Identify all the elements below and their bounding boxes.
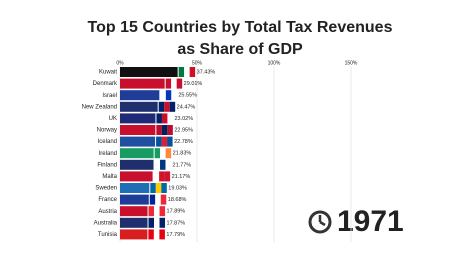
flag bbox=[155, 183, 162, 193]
bar bbox=[120, 194, 149, 205]
flag bbox=[161, 136, 168, 147]
chart-subtitle: as Share of GDP bbox=[177, 41, 303, 58]
flag bbox=[148, 229, 154, 240]
y-tick-label: Kuwait bbox=[99, 70, 117, 76]
flag bbox=[156, 136, 162, 147]
bar bbox=[120, 78, 165, 89]
y-tick-label: Tunisia bbox=[98, 232, 118, 238]
flag bbox=[169, 101, 176, 112]
flag bbox=[164, 171, 171, 182]
y-tick-label: Iceland bbox=[98, 139, 117, 145]
value-label: 37.43% bbox=[197, 69, 216, 75]
bar bbox=[120, 206, 148, 217]
flag bbox=[167, 136, 173, 147]
flag bbox=[189, 67, 196, 77]
flag bbox=[178, 67, 185, 77]
flag bbox=[159, 206, 166, 217]
flag bbox=[149, 194, 156, 205]
flag bbox=[165, 78, 172, 89]
value-label: 22.78% bbox=[174, 139, 193, 145]
flag bbox=[184, 67, 190, 77]
value-label: 25.55% bbox=[178, 93, 197, 99]
flag bbox=[155, 194, 161, 205]
flag bbox=[161, 183, 167, 193]
flag bbox=[159, 229, 165, 240]
x-tick-label: 0% bbox=[116, 60, 124, 66]
bar bbox=[120, 113, 156, 124]
flag bbox=[165, 159, 172, 170]
value-label: 21.17% bbox=[172, 174, 191, 180]
flag bbox=[160, 148, 166, 159]
flag bbox=[158, 101, 165, 112]
value-label: 17.79% bbox=[166, 232, 185, 238]
flag bbox=[159, 171, 165, 182]
x-tick-label: 100% bbox=[268, 60, 281, 66]
bar bbox=[120, 159, 154, 170]
bar bbox=[120, 125, 156, 135]
bar bbox=[120, 217, 148, 228]
value-label: 19.03% bbox=[168, 185, 187, 191]
bar bbox=[120, 148, 154, 159]
flag bbox=[154, 148, 161, 159]
flag bbox=[160, 194, 167, 205]
flag bbox=[148, 217, 155, 228]
y-tick-label: Malta bbox=[102, 174, 117, 180]
value-label: 17.89% bbox=[167, 209, 186, 215]
chart-title: Top 15 Countries by Total Tax Revenues bbox=[88, 19, 393, 36]
flag bbox=[150, 183, 156, 193]
bar bbox=[120, 183, 150, 193]
flag bbox=[160, 90, 166, 101]
value-label: 23.02% bbox=[174, 116, 193, 122]
bar bbox=[120, 67, 178, 77]
value-label: 17.87% bbox=[167, 220, 186, 226]
y-tick-label: Sweden bbox=[95, 186, 117, 192]
flag bbox=[161, 125, 168, 135]
y-tick-label: Israel bbox=[102, 93, 117, 99]
flag bbox=[171, 78, 177, 89]
y-tick-label: Denmark bbox=[93, 81, 118, 87]
bar bbox=[120, 90, 160, 101]
flag bbox=[148, 206, 155, 217]
y-tick-label: France bbox=[98, 197, 117, 203]
value-label: 24.47% bbox=[177, 104, 196, 110]
flag bbox=[171, 90, 177, 101]
flag bbox=[156, 125, 162, 135]
y-tick-label: Austria bbox=[98, 209, 117, 215]
y-tick-label: Ireland bbox=[99, 151, 117, 157]
flag bbox=[154, 206, 160, 217]
year-label: 1971 bbox=[337, 205, 404, 238]
flag bbox=[160, 159, 166, 170]
flag bbox=[153, 229, 160, 240]
y-tick-label: Finland bbox=[97, 162, 117, 168]
value-label: 21.83% bbox=[173, 151, 192, 157]
y-tick-label: New Zealand bbox=[82, 104, 117, 110]
flag bbox=[164, 101, 170, 112]
value-label: 22.95% bbox=[174, 127, 193, 133]
flag bbox=[154, 159, 161, 170]
flag bbox=[165, 90, 172, 101]
x-tick-label: 50% bbox=[192, 60, 203, 66]
flag bbox=[154, 217, 160, 228]
flag bbox=[176, 78, 183, 89]
flag bbox=[167, 125, 173, 135]
x-tick-label: 150% bbox=[345, 60, 358, 66]
flag bbox=[167, 113, 173, 124]
y-tick-label: Norway bbox=[97, 128, 117, 134]
bar bbox=[120, 171, 153, 182]
clock-icon bbox=[308, 210, 332, 234]
y-tick-label: Australia bbox=[94, 220, 118, 226]
bar bbox=[120, 229, 148, 240]
flag bbox=[153, 171, 160, 182]
bar bbox=[120, 101, 158, 112]
flag bbox=[159, 217, 166, 228]
bar bbox=[120, 136, 156, 147]
flag bbox=[165, 148, 172, 159]
y-tick-label: UK bbox=[109, 116, 117, 122]
flag bbox=[156, 113, 162, 124]
value-label: 18.68% bbox=[168, 197, 187, 203]
flag bbox=[161, 113, 168, 124]
value-label: 21.77% bbox=[173, 162, 192, 168]
value-label: 29.01% bbox=[184, 81, 203, 87]
